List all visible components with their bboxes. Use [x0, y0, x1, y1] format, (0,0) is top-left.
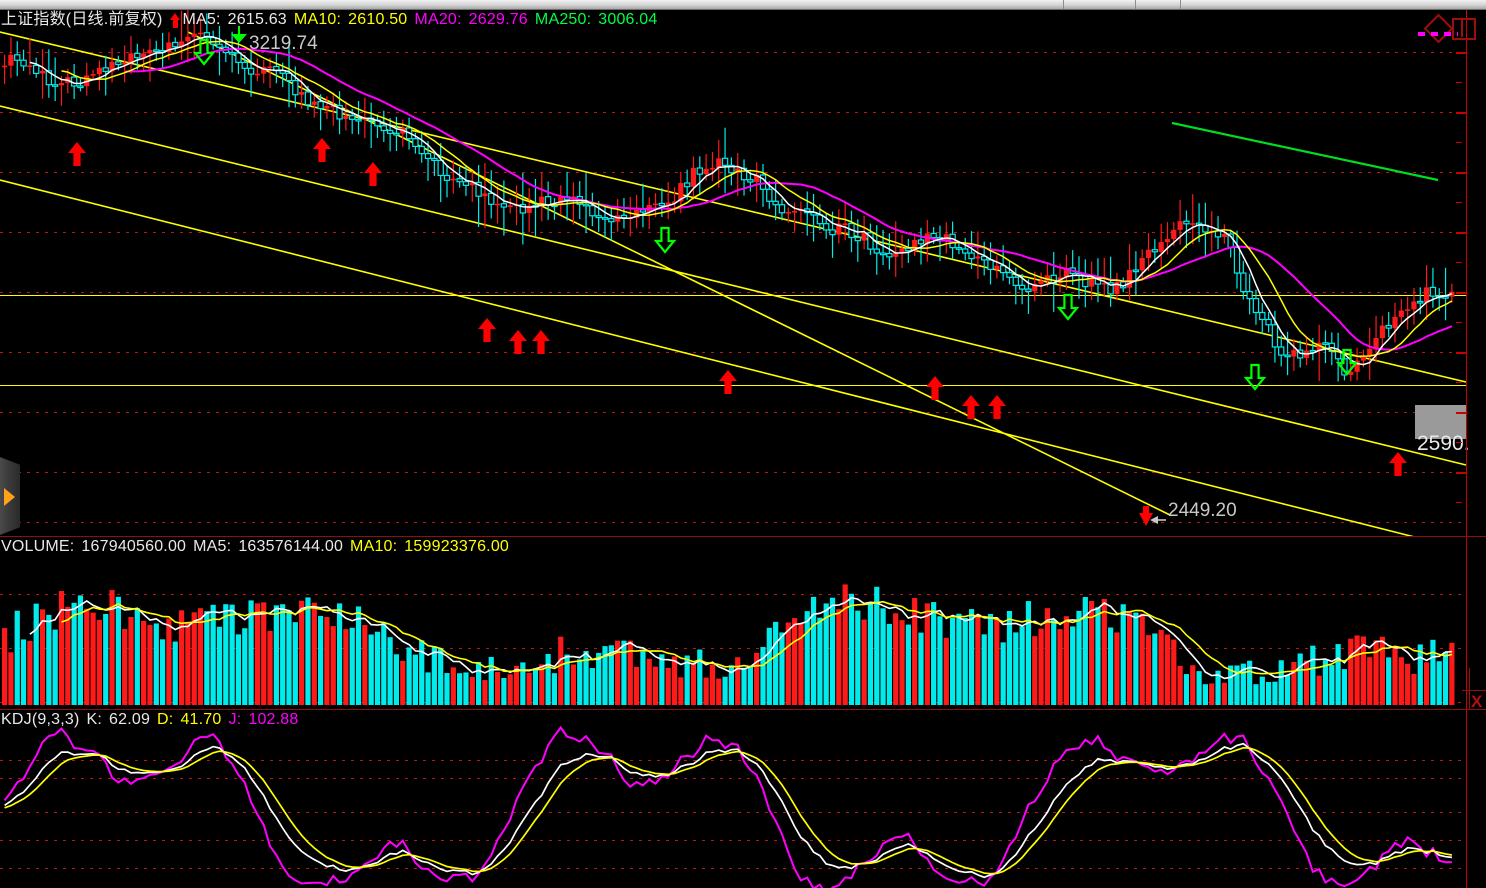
volume-ma5-label: MA5:	[193, 538, 232, 555]
price-axis-tick	[1456, 292, 1466, 294]
kdj-axis	[1466, 710, 1467, 888]
kdj-d-value: 41.70	[180, 711, 222, 728]
ma10-label: MA10:	[293, 11, 342, 28]
price-axis-tick	[1456, 442, 1462, 443]
ma20-value: 2629.76	[468, 11, 528, 28]
kdj-k-value: 62.09	[109, 711, 151, 728]
instrument-name: 上证指数(日线.前复权)	[1, 11, 163, 28]
gridline	[0, 352, 1466, 353]
gridline	[0, 648, 1466, 649]
volume-value: 167940560.00	[81, 538, 187, 555]
kdj-j-value: 102.88	[248, 711, 299, 728]
high-price-annotation: 3219.74	[249, 33, 318, 54]
price-volume-separator	[0, 536, 1486, 537]
ma10-value: 2610.50	[348, 11, 408, 28]
close-marker-rule-v	[1469, 668, 1470, 714]
magenta-dash-indicator	[1418, 32, 1458, 36]
gridline	[0, 594, 1466, 595]
kdj-panel-header: KDJ(9,3,3) K: 62.09 D: 41.70 J: 102.88	[1, 710, 299, 730]
gridline	[0, 112, 1466, 113]
ma250-label: MA250:	[534, 11, 592, 28]
gridline	[0, 868, 1466, 869]
volume-title: VOLUME:	[1, 538, 75, 555]
gridline	[0, 292, 1466, 293]
price-panel-header: 上证指数(日线.前复权) MA5: 2615.63 MA10: 2610.50 MA20:…	[1, 10, 658, 30]
resistance-line	[0, 295, 1466, 296]
price-axis-tick	[1456, 412, 1466, 414]
ma5-value: 2615.63	[227, 11, 287, 28]
kdj-k-label: K:	[86, 711, 102, 728]
price-axis-tick	[1456, 472, 1466, 474]
gridline	[0, 472, 1466, 473]
up-arrow-icon	[169, 12, 181, 28]
gridline	[0, 52, 1466, 53]
volume-ma5-value: 163576144.00	[238, 538, 344, 555]
kdj-series-layer	[3, 725, 1453, 888]
last-price-highlight-box	[1415, 405, 1467, 439]
price-axis	[1466, 10, 1467, 537]
gridline	[0, 232, 1466, 233]
volume-ma10-label: MA10:	[350, 538, 398, 555]
volume-axis	[1466, 537, 1467, 710]
price-axis-tick	[1456, 112, 1466, 114]
expand-panel-arrow-icon[interactable]	[4, 488, 15, 506]
price-axis-tick	[1456, 142, 1462, 143]
volume-panel[interactable]: VOLUME: 167940560.00 MA5: 163576144.00 MA10:…	[0, 537, 1486, 710]
price-axis-tick	[1456, 502, 1462, 503]
kdj-title: KDJ(9,3,3)	[1, 711, 80, 728]
chrome-tab-divider	[1063, 0, 1064, 9]
support-line	[0, 385, 1466, 386]
chrome-tab-divider	[1135, 0, 1136, 9]
chrome-seam	[0, 9, 1486, 10]
volume-panel-header: VOLUME: 167940560.00 MA5: 163576144.00 MA10:…	[1, 537, 509, 557]
price-chart-panel[interactable]: 3219.74 2449.20 2590. 上证指数(日线.前复权) MA5: 26…	[0, 10, 1486, 537]
volume-ma10-value: 159923376.00	[404, 538, 510, 555]
gridline	[0, 778, 1466, 779]
price-axis-tick	[1456, 232, 1466, 234]
split-window-divider	[1461, 19, 1463, 37]
split-window-icon[interactable]	[1452, 18, 1476, 40]
volume-series-layer	[2, 584, 1455, 705]
price-axis-tick	[1456, 202, 1462, 203]
price-axis-tick	[1456, 52, 1466, 54]
price-axis-tick	[1456, 322, 1462, 323]
low-price-annotation: 2449.20	[1168, 500, 1237, 521]
price-axis-tick	[1456, 382, 1462, 383]
gridline	[0, 412, 1466, 413]
gridline	[0, 760, 1466, 761]
window-chrome-strip	[0, 0, 1486, 9]
price-axis-tick	[1456, 262, 1462, 263]
gridline	[0, 840, 1466, 841]
ma5-label: MA5:	[182, 11, 221, 28]
price-axis-tick	[1456, 172, 1466, 174]
kdj-panel[interactable]: KDJ(9,3,3) K: 62.09 D: 41.70 J: 102.88	[0, 710, 1486, 888]
gridline	[0, 812, 1466, 813]
ma20-label: MA20:	[414, 11, 462, 28]
price-series-layer	[0, 10, 1467, 537]
close-marker-rule-h	[1462, 690, 1486, 691]
ma250-value: 3006.04	[598, 11, 658, 28]
kdj-d-label: D:	[157, 711, 174, 728]
price-axis-tick	[1456, 352, 1466, 354]
price-axis-tick	[1456, 82, 1462, 83]
gridline	[0, 522, 1466, 523]
volume-kdj-separator	[0, 709, 1486, 710]
close-marker[interactable]: X	[1471, 692, 1483, 711]
last-price-label: 2590.	[1417, 432, 1470, 455]
kdj-j-label: J:	[228, 711, 242, 728]
chrome-tab-divider	[1180, 0, 1181, 9]
